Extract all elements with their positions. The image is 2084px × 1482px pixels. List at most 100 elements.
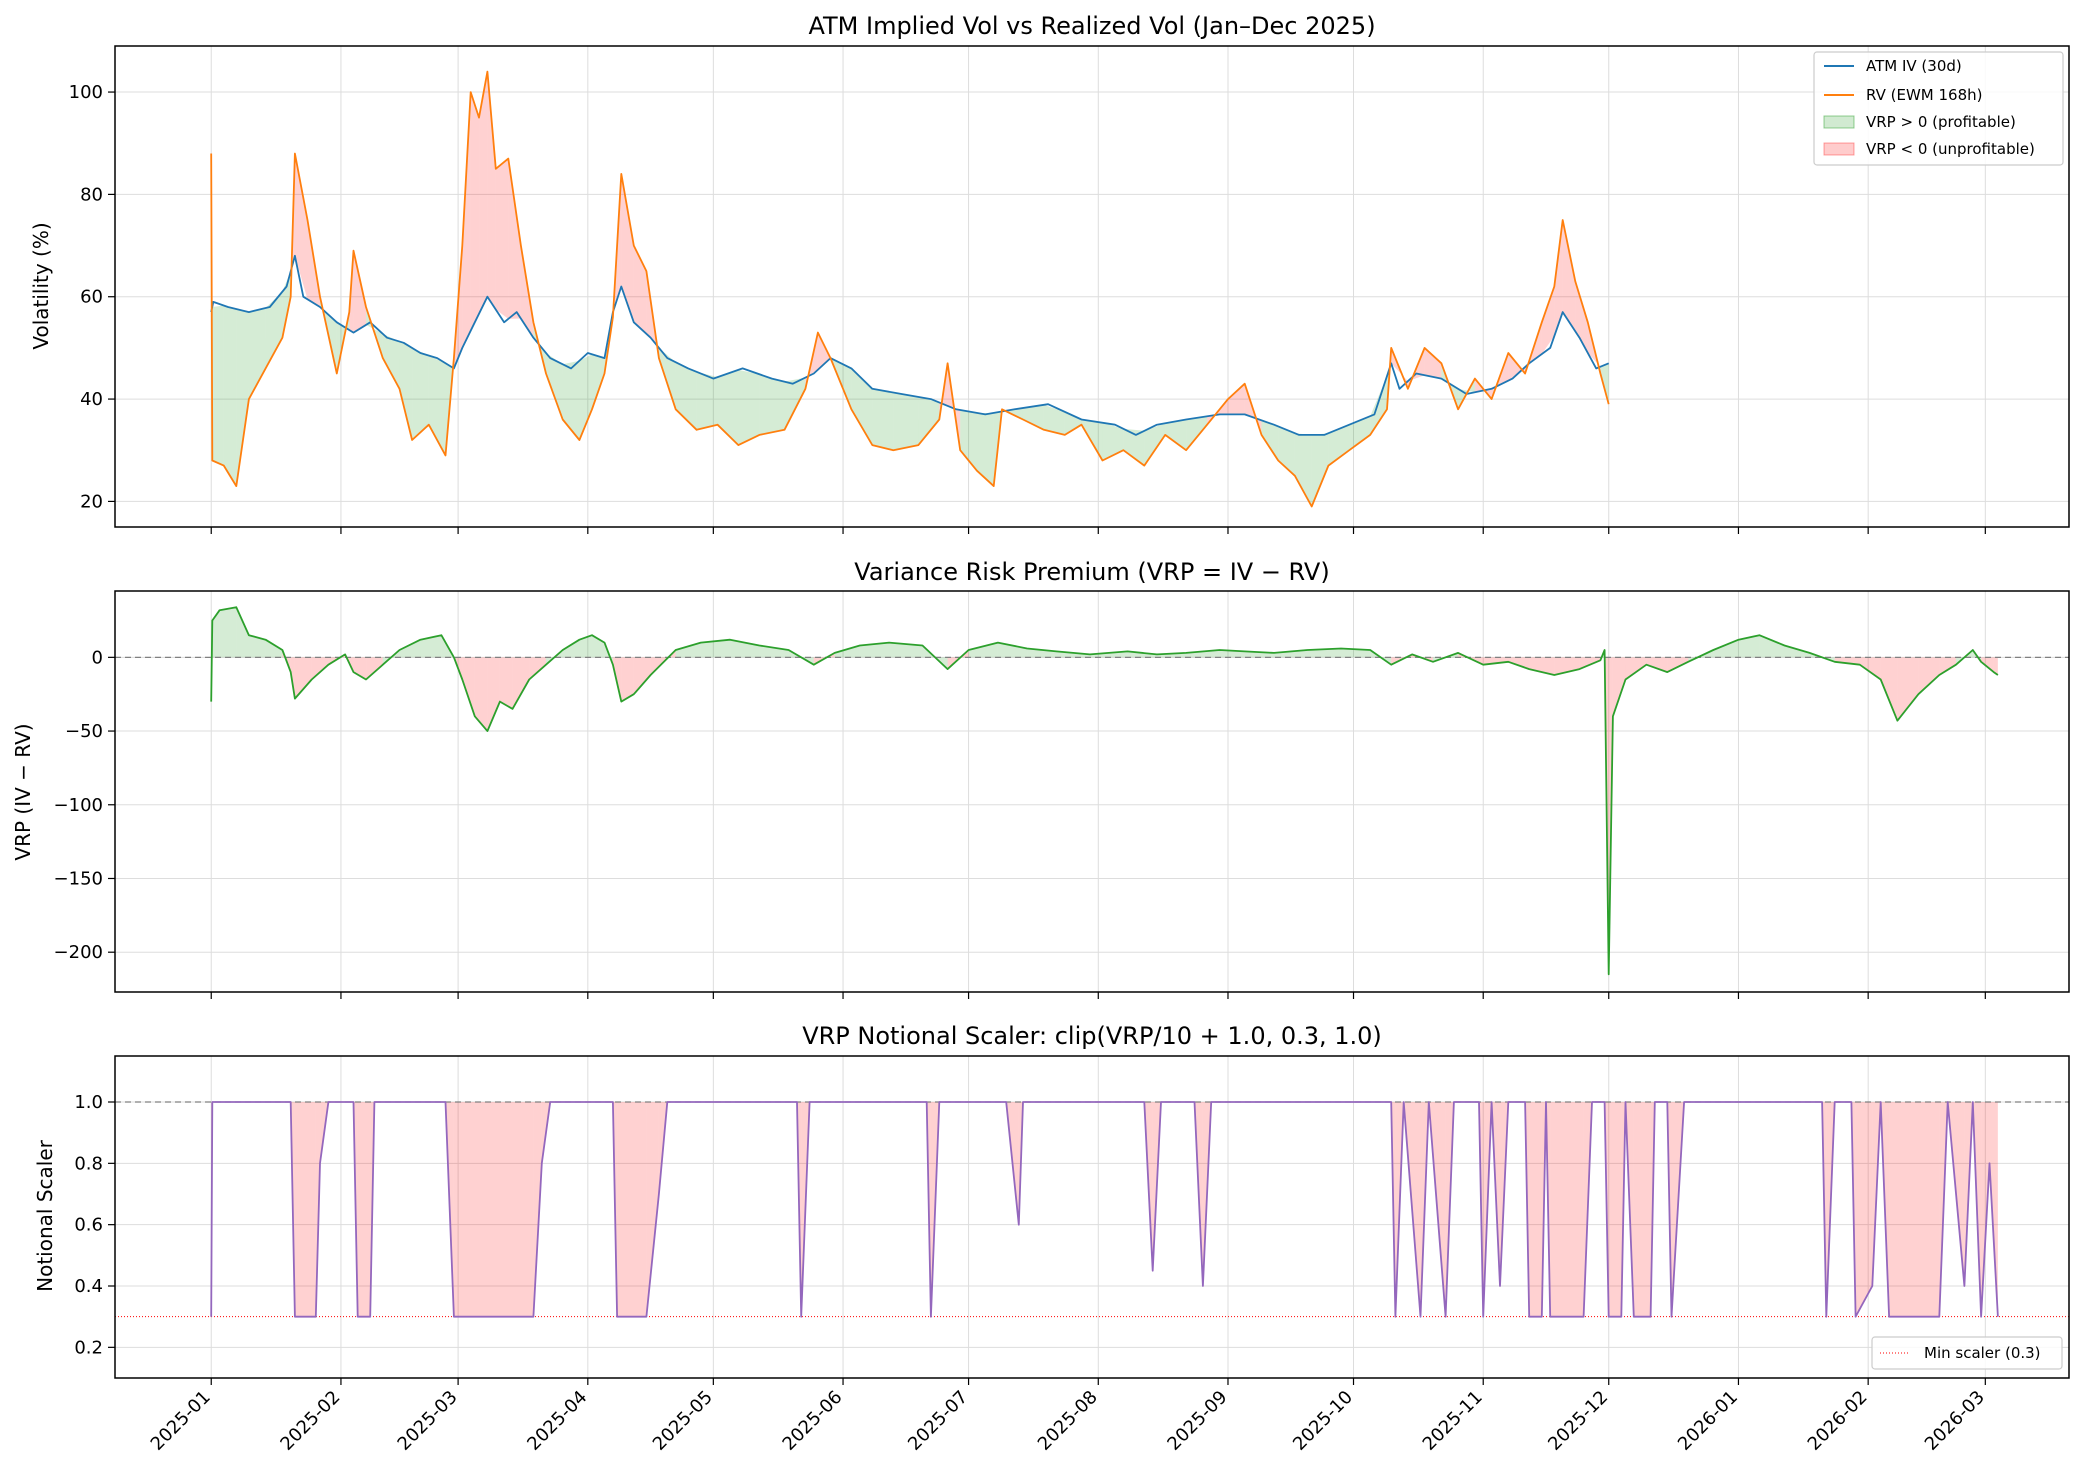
vrp-positive-area: [918, 396, 940, 446]
vrp-negative-area: [487, 657, 500, 732]
vrp-negative-area: [1227, 383, 1245, 415]
vrp-negative-area: [512, 657, 530, 709]
scaler-chart-title: VRP Notional Scaler: clip(VRP/10 + 1.0, …: [802, 1022, 1382, 1050]
vrp-negative-area: [353, 250, 367, 333]
vrp-positive-area: [1186, 416, 1208, 451]
vrp-positive-area: [248, 635, 266, 658]
scaler-y-ticks: 0.2 0.4 0.6 0.8 1.0: [74, 1092, 115, 1358]
vrp-negative-area: [1993, 657, 1998, 676]
vrp-negative-area: [633, 245, 647, 334]
vrp-positive-area: [784, 377, 806, 430]
vrp-positive-area: [579, 354, 592, 441]
vrp-negative-area: [294, 153, 308, 300]
vrp-positive-area: [1328, 424, 1350, 466]
x-tick-label: 2025-08: [1034, 1387, 1102, 1455]
x-tick-label: 2025-02: [276, 1387, 344, 1455]
vrp-negative-area: [479, 71, 488, 314]
vrp-positive-area: [236, 309, 249, 487]
vrp-positive-area: [1349, 416, 1371, 451]
vrp-positive-area: [579, 635, 592, 658]
x-tick-label: 2026-03: [1921, 1387, 1989, 1455]
vrp-negative-area: [462, 92, 471, 348]
vrp-negative-area: [1897, 657, 1919, 721]
vrp-positive-area: [1713, 639, 1739, 658]
vrp-positive-area: [759, 645, 789, 658]
vrp-positive-area: [265, 291, 283, 369]
vrp-positive-area: [976, 412, 994, 487]
scaler-reduction-area: [294, 1102, 316, 1317]
scaler-legend: Min scaler (0.3): [1871, 1336, 2063, 1370]
series-line-atm-iv-30d-: [210, 254, 1610, 436]
vrp-positive-area: [717, 369, 739, 446]
vrp-chart-title: Variance Risk Premium (VRP = IV − RV): [854, 558, 1329, 586]
legend-frame: [1871, 1336, 2063, 1370]
vrp-negative-area: [487, 71, 496, 310]
vrp-negative-area: [1424, 347, 1442, 379]
vrp-negative-area: [1918, 657, 1940, 695]
vrp-positive-area: [399, 639, 421, 658]
y-tick-label: 60: [80, 287, 103, 308]
vrp-negative-area: [633, 657, 651, 695]
vrp-positive-area: [545, 353, 563, 420]
vrp-negative-area: [474, 657, 488, 732]
vrp-positive-area: [604, 642, 613, 665]
x-tick-label: 2026-02: [1804, 1387, 1872, 1455]
vrp-positive-area: [1165, 419, 1187, 451]
vrp-positive-area: [1102, 422, 1124, 461]
x-tick-label: 2025-06: [779, 1387, 847, 1455]
y-tick-label: 0.6: [74, 1215, 103, 1236]
vrp-positive-area: [412, 347, 429, 441]
vrp-positive-area: [591, 354, 605, 410]
series-line-notional-scaler: [210, 1101, 1999, 1318]
legend-swatch-vrp-positive: [1823, 115, 1855, 129]
x-tick-label: 2025-09: [1163, 1387, 1231, 1455]
x-tick-label: 2025-11: [1419, 1387, 1487, 1455]
scaler-reference-lines: [115, 1101, 2069, 1318]
scaler-reduction-area: [1550, 1102, 1584, 1317]
y-tick-label: 0.4: [74, 1276, 103, 1297]
legend-frame: [1813, 51, 2064, 166]
x-tick-label: 2025-07: [904, 1387, 972, 1455]
vrp-negative-area: [529, 657, 546, 680]
volatility-x-ticks: [210, 527, 1986, 534]
vrp-negative-area: [470, 92, 480, 331]
vrp-negative-area: [508, 158, 521, 319]
y-tick-label: −100: [54, 795, 103, 816]
volatility-panel: 20 40 60 80 100 ATM Implied Vol vs Realized …: [29, 12, 2070, 534]
vrp-negative-area: [462, 657, 475, 717]
volatility-chart-title: ATM Implied Vol vs Realized Vol (Jan–Dec…: [808, 12, 1375, 40]
scaler-panel: 0.20.40.60.81.0 2025-01 2025-02 2025-03 202…: [33, 1022, 2070, 1455]
vrp-positive-area: [1340, 648, 1371, 658]
y-tick-label: −150: [54, 868, 103, 889]
legend-label-vrp-positive: VRP > 0 (profitable): [1866, 113, 2016, 131]
vrp-positive-area: [265, 639, 283, 658]
scaler-reduction-area: [617, 1102, 647, 1317]
vrp-positive-area: [399, 341, 413, 441]
vrp-panel: 0 −50 −100 −150 −200 Variance Risk Premium (…: [11, 558, 2070, 999]
legend-label-atm-iv: ATM IV (30d): [1866, 57, 1962, 75]
vrp-positive-area: [1186, 649, 1220, 658]
vrp-negative-area: [495, 158, 509, 319]
vrp-negative-area: [1562, 219, 1576, 332]
vrp-positive-area: [960, 410, 977, 471]
vrp-positive-area: [1600, 649, 1605, 661]
vrp-lines: [210, 606, 1999, 976]
vrp-positive-area: [1274, 649, 1308, 658]
vrp-positive-area: [1311, 433, 1329, 507]
vrp-positive-area: [968, 642, 998, 658]
vrp-positive-area: [859, 642, 890, 658]
vrp-positive-area: [1784, 645, 1810, 658]
vrp-positive-area: [562, 639, 580, 658]
scaler-x-ticks: 2025-01 2025-02 2025-03 2025-04 2025-05 2025-…: [147, 1378, 1989, 1455]
volatility-axes-frame: [114, 45, 2070, 528]
x-tick-label: 2025-12: [1544, 1387, 1612, 1455]
vrp-positive-area: [696, 371, 718, 430]
vrp-negative-area: [621, 173, 634, 323]
vrp-positive-area: [700, 639, 731, 658]
vrp-negative-area: [1541, 286, 1555, 355]
series-line-vrp: [210, 606, 1999, 976]
vrp-positive-area: [236, 607, 249, 658]
vrp-positive-area: [997, 642, 1028, 658]
vrp-positive-area: [1294, 433, 1312, 507]
vrp-negative-area: [311, 657, 329, 680]
